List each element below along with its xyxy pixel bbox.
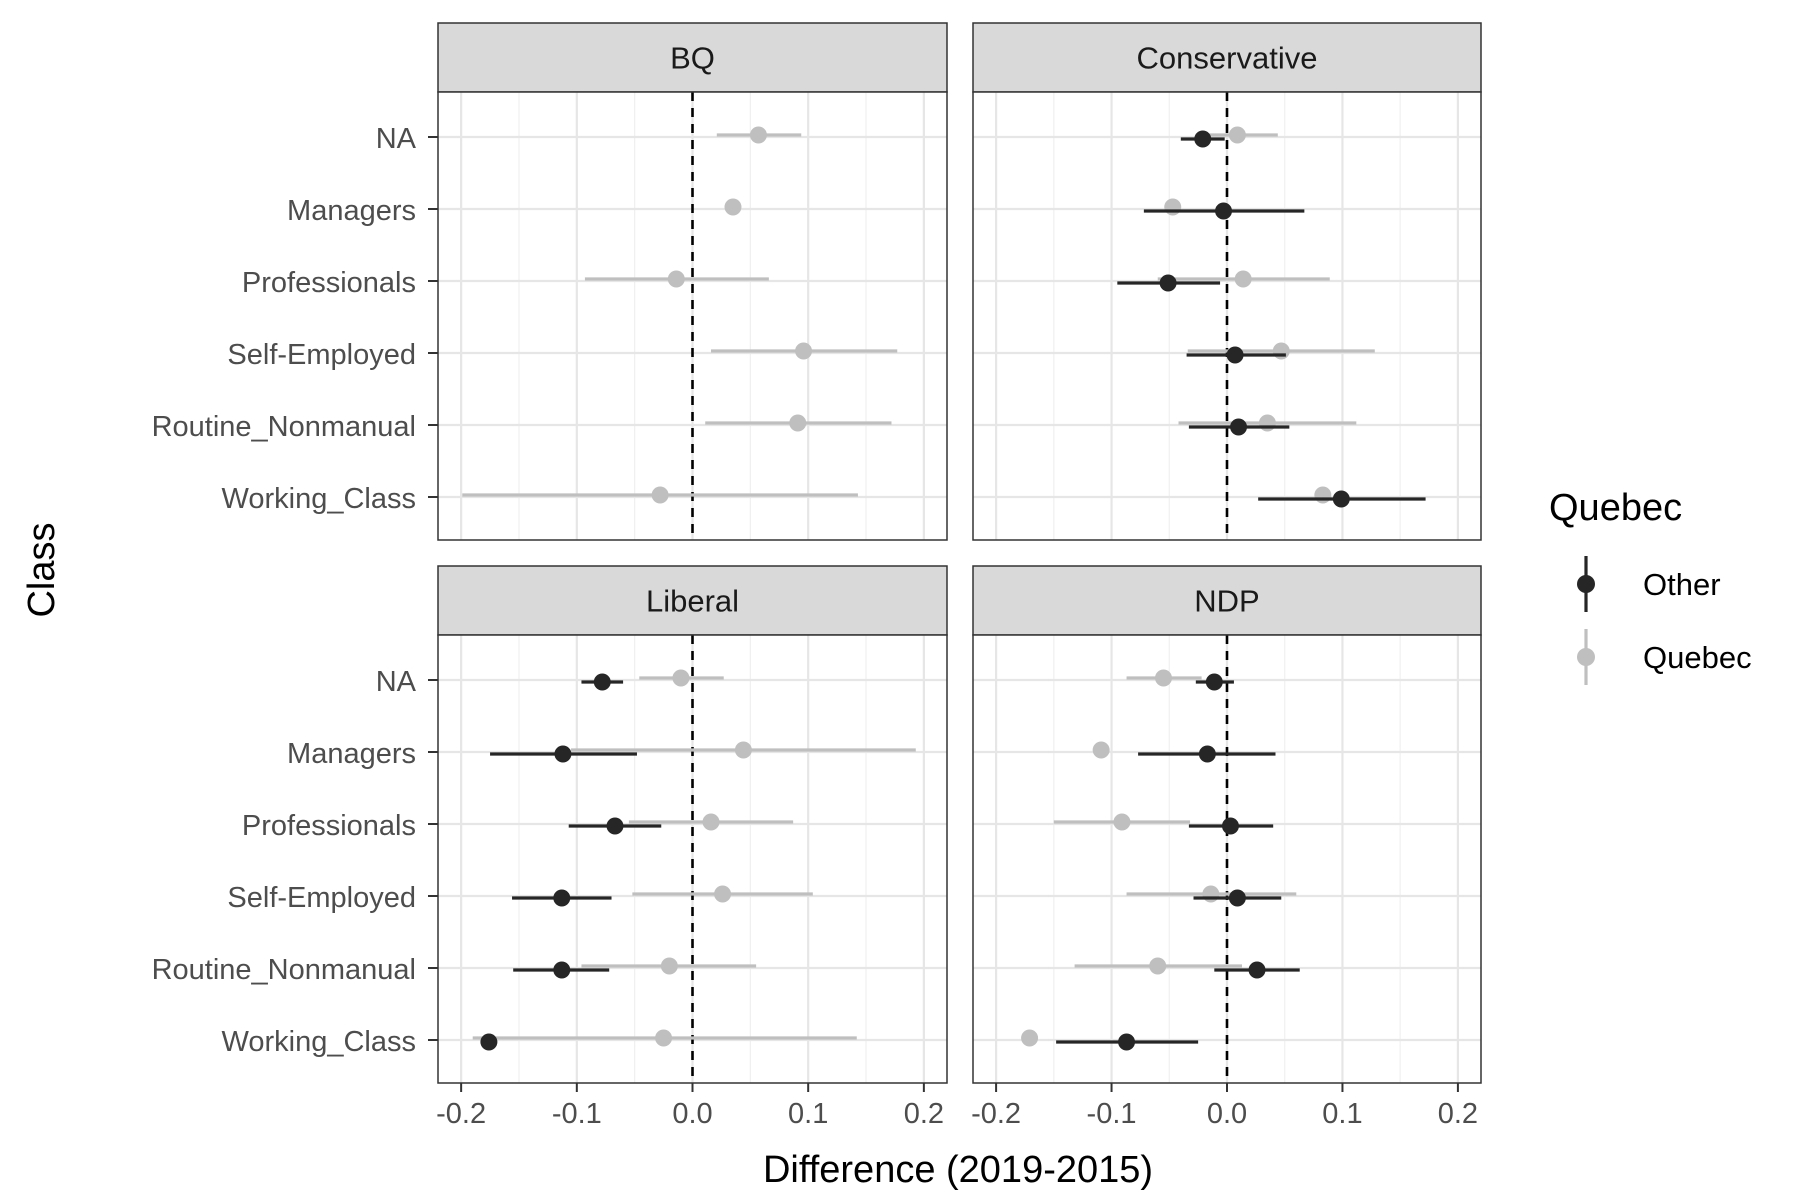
data-point-quebec [724, 198, 742, 216]
data-point-quebec [1113, 813, 1131, 831]
legend-label-other: Other [1643, 567, 1721, 602]
data-point-quebec [1021, 1029, 1039, 1047]
x-tick-label: 0.1 [1322, 1098, 1362, 1130]
data-point-other [1226, 346, 1244, 364]
x-tick-label: 0.2 [1438, 1098, 1478, 1130]
data-point-other [1159, 274, 1177, 292]
y-tick-label: Working_Class [222, 483, 416, 515]
data-point-other [1221, 817, 1239, 835]
facet-panel-bq: BQ NA Managers Professionals Self-Employed Ro… [152, 22, 948, 541]
data-point-quebec [667, 270, 685, 288]
facet-title: Conservative [1137, 41, 1318, 76]
facet-strip [972, 565, 1482, 636]
x-axis-title: Difference (2019-2015) [763, 1149, 1153, 1191]
y-tick-label: Professionals [242, 267, 416, 299]
data-point-other [606, 817, 624, 835]
x-tick-label: 0.2 [904, 1098, 944, 1130]
data-point-other [1118, 1033, 1136, 1051]
x-tick-label: 0.0 [1207, 1098, 1247, 1130]
y-tick-label: Working_Class [222, 1026, 416, 1058]
data-point-quebec [1272, 342, 1290, 360]
data-point-other [480, 1033, 498, 1051]
data-point-quebec [1202, 885, 1220, 903]
y-tick-label: Routine_Nonmanual [152, 411, 416, 443]
data-point-other [553, 889, 571, 907]
facet-title: Liberal [646, 584, 739, 619]
data-point-quebec [1149, 957, 1167, 975]
x-tick-label: -0.2 [971, 1098, 1021, 1130]
facet-panel-ndp: NDP -0.2 -0.1 0.0 0.1 0.2 [971, 565, 1482, 1130]
data-point-other [1194, 130, 1212, 148]
facet-title: BQ [670, 41, 715, 76]
facet-strip [437, 22, 948, 93]
data-point-other [1248, 961, 1266, 979]
data-point-quebec [749, 126, 767, 144]
data-point-quebec [1234, 270, 1252, 288]
data-point-quebec [660, 957, 678, 975]
x-tick-label: -0.2 [436, 1098, 486, 1130]
data-point-quebec [795, 342, 813, 360]
legend-key-point [1577, 648, 1595, 666]
facet-strip [437, 565, 948, 636]
panel-border [437, 91, 948, 541]
x-tick-label: 0.1 [788, 1098, 828, 1130]
data-point-other [554, 745, 572, 763]
data-point-quebec [1155, 669, 1172, 687]
data-point-other [1205, 673, 1223, 691]
data-point-other [553, 961, 571, 979]
y-tick-label: Self-Employed [227, 882, 416, 914]
data-point-other [1198, 745, 1216, 763]
data-point-quebec [714, 885, 732, 903]
data-point-quebec [1092, 741, 1110, 759]
x-tick-label: -0.1 [552, 1098, 602, 1130]
y-tick-label: Managers [287, 195, 416, 227]
data-point-quebec [651, 486, 669, 504]
facet-panel-liberal: Liberal NA Managers Professionals Self-Emplo… [152, 565, 948, 1130]
legend-title: Quebec [1549, 487, 1682, 529]
data-point-other [593, 673, 611, 691]
y-tick-label: Self-Employed [227, 339, 416, 371]
data-point-quebec [655, 1029, 673, 1047]
data-point-other [1230, 418, 1248, 436]
data-point-quebec [734, 741, 752, 759]
y-tick-label: Professionals [242, 810, 416, 842]
y-axis-title: Class [21, 522, 63, 617]
legend-key-point [1577, 575, 1595, 593]
data-point-quebec [672, 669, 690, 687]
data-point-quebec [789, 414, 807, 432]
facet-panel-conservative: Conservative [972, 22, 1482, 541]
data-point-quebec [1164, 198, 1182, 216]
data-point-quebec [1228, 126, 1246, 144]
data-point-quebec [1314, 486, 1332, 504]
y-tick-label: Managers [287, 738, 416, 770]
data-point-other [1215, 202, 1233, 220]
x-tick-label: 0.0 [672, 1098, 712, 1130]
y-tick-label: Routine_Nonmanual [152, 954, 416, 986]
facet-title: NDP [1194, 584, 1259, 619]
panel-border [972, 91, 1482, 541]
data-point-quebec [1258, 414, 1276, 432]
data-point-quebec [702, 813, 720, 831]
y-tick-label: NA [376, 123, 417, 155]
legend-label-quebec: Quebec [1643, 640, 1752, 675]
data-point-other [1332, 490, 1350, 508]
legend: Quebec Other Quebec [1549, 487, 1752, 685]
x-tick-label: -0.1 [1087, 1098, 1137, 1130]
y-tick-label: NA [376, 666, 417, 698]
facet-strip [972, 22, 1482, 93]
data-point-other [1228, 889, 1246, 907]
